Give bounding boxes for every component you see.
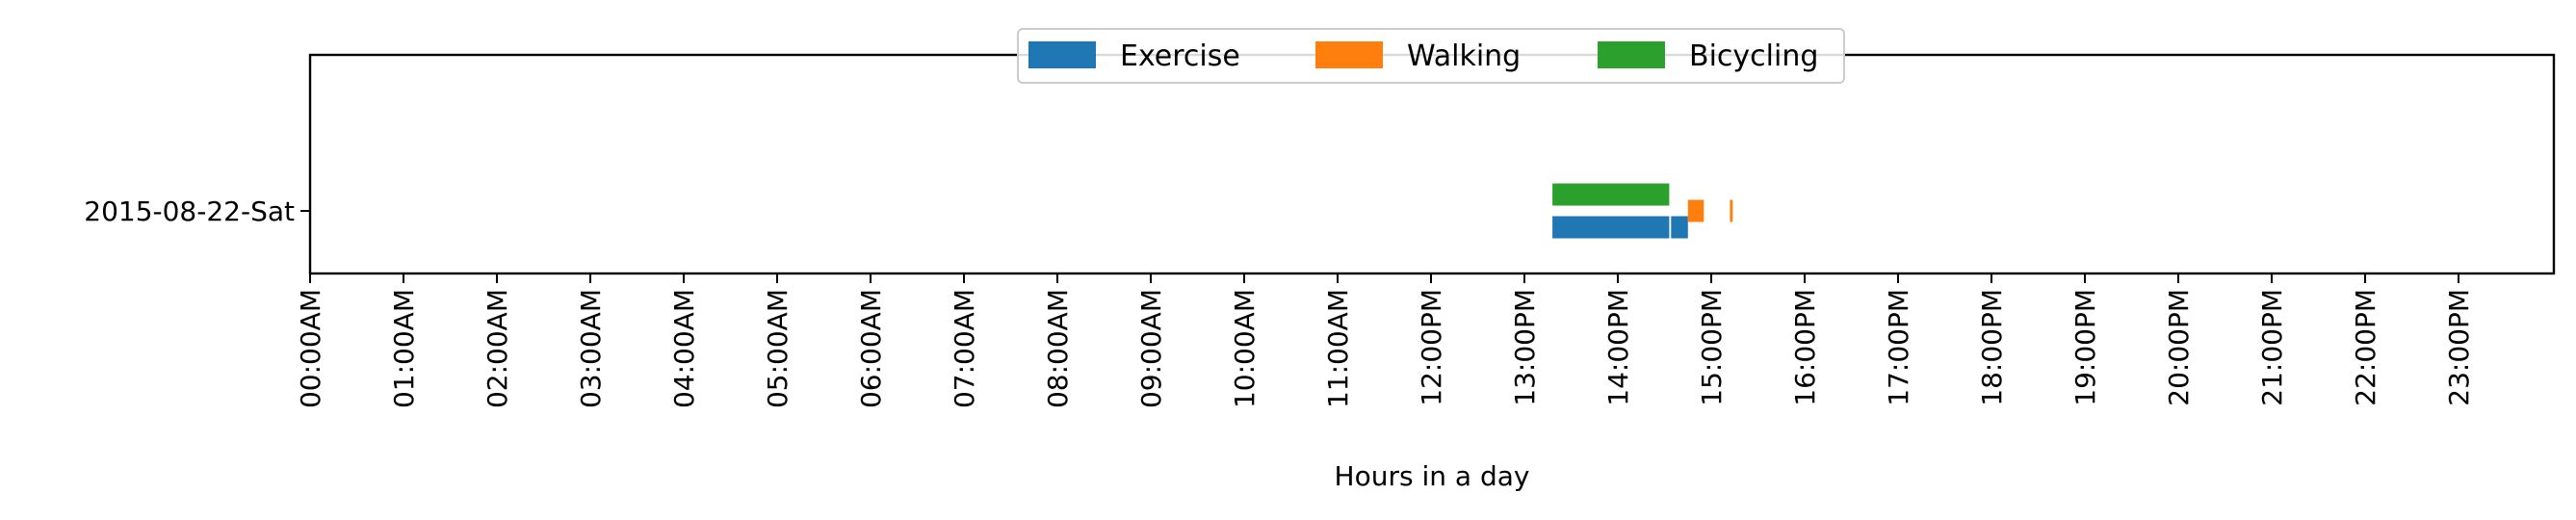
bar-walking-1 — [1687, 199, 1704, 222]
x-tick-label: 14:00PM — [1602, 289, 1634, 406]
legend-label-walking: Walking — [1407, 39, 1521, 73]
x-tick-label: 05:00AM — [762, 289, 794, 408]
x-tick-label: 00:00AM — [295, 289, 326, 408]
x-tick-label: 17:00PM — [1883, 289, 1914, 406]
x-tick-label: 15:00PM — [1696, 289, 1728, 406]
x-tick-label: 10:00AM — [1229, 289, 1261, 408]
x-tick-label: 23:00PM — [2443, 289, 2475, 406]
y-axis-ticks: 2015-08-22-Sat — [84, 195, 310, 227]
x-tick-label: 13:00PM — [1509, 289, 1541, 406]
x-tick-label: 01:00AM — [388, 289, 420, 408]
x-tick-label: 18:00PM — [1976, 289, 2008, 406]
bar-bicycling-1 — [1552, 183, 1670, 206]
x-tick-label: 12:00PM — [1416, 289, 1447, 406]
x-tick-label: 08:00AM — [1042, 289, 1074, 408]
x-tick-label: 19:00PM — [2069, 289, 2101, 406]
bars-layer — [1552, 183, 1733, 239]
x-tick-label: 03:00AM — [575, 289, 607, 408]
x-tick-label: 02:00AM — [481, 289, 513, 408]
x-tick-label: 16:00PM — [1789, 289, 1821, 406]
legend-swatch-bicycling — [1598, 41, 1665, 68]
legend-swatch-exercise — [1028, 41, 1096, 68]
bar-exercise-1 — [1552, 216, 1670, 239]
x-axis-label: Hours in a day — [1335, 460, 1530, 492]
bar-exercise-2 — [1671, 216, 1688, 239]
x-tick-label: 07:00AM — [949, 289, 980, 408]
x-tick-label: 11:00AM — [1322, 289, 1354, 408]
legend: Exercise Walking Bicycling — [1017, 28, 1845, 84]
x-tick-label: 20:00PM — [2163, 289, 2195, 406]
legend-swatch-walking — [1315, 41, 1383, 68]
x-axis-ticks: 00:00AM 01:00AM 02:00AM 03:00AM 04:00AM 05:00… — [295, 273, 2475, 408]
x-tick-label: 06:00AM — [855, 289, 887, 408]
plot-frame — [308, 53, 2556, 275]
y-tick-label: 2015-08-22-Sat — [84, 195, 295, 227]
bar-walking-2 — [1730, 199, 1733, 222]
x-tick-label: 09:00AM — [1135, 289, 1167, 408]
x-tick-label: 21:00PM — [2256, 289, 2288, 406]
x-tick-label: 04:00AM — [668, 289, 700, 408]
x-tick-label: 22:00PM — [2350, 289, 2381, 406]
legend-label-bicycling: Bicycling — [1689, 39, 1818, 73]
legend-label-exercise: Exercise — [1120, 39, 1240, 73]
